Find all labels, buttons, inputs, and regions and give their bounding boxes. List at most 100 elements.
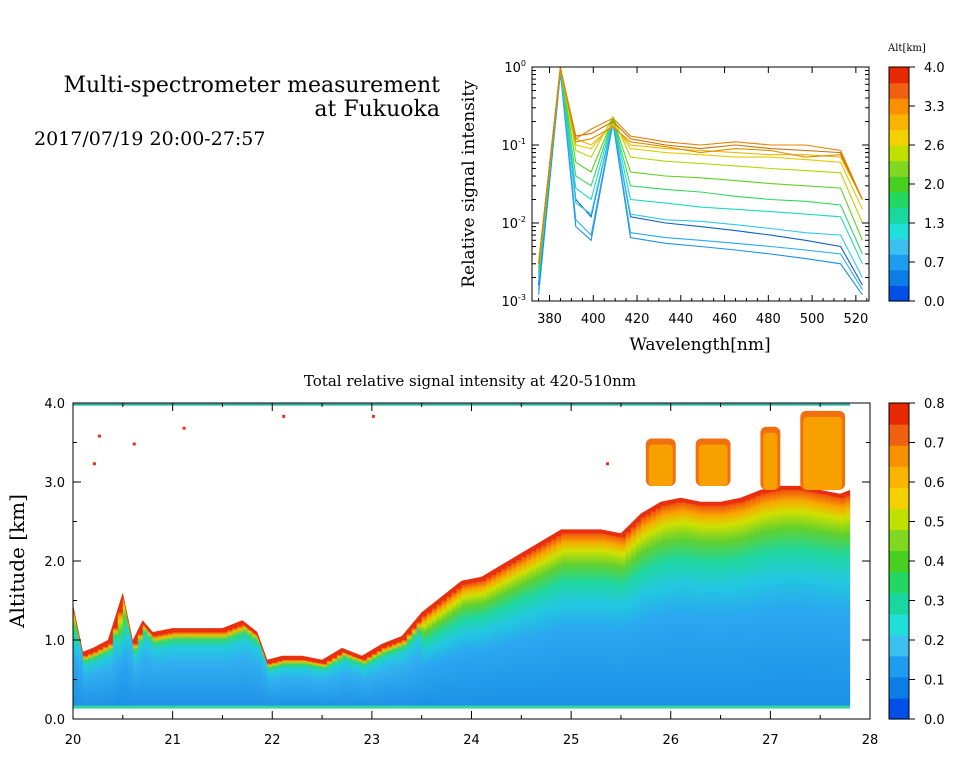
spectrum-series-line: [539, 71, 863, 289]
heatmap-y-tick-label: 0.0: [44, 713, 65, 728]
signal-column: [795, 490, 801, 707]
signal-column: [516, 560, 522, 707]
signal-column: [402, 640, 408, 707]
signal-column: [312, 662, 318, 707]
signal-column: [153, 636, 159, 707]
signal-column: [596, 533, 602, 707]
signal-column: [706, 506, 712, 707]
intensity-colorbar-blocks: [889, 403, 909, 720]
signal-column: [307, 661, 313, 707]
intensity-heatmap: Total relative signal intensity at 420-5…: [5, 372, 878, 748]
signal-column: [477, 582, 483, 707]
signal-column: [736, 503, 742, 707]
signal-column: [347, 654, 353, 707]
altitude-colorbar-block: [889, 223, 909, 239]
signal-column: [148, 630, 154, 707]
spectrum-x-ticks: 380 400 420 440 460 480 500 520: [537, 67, 868, 327]
signal-column: [716, 506, 722, 707]
noise-dot: [133, 443, 136, 446]
heatmap-x-tick-label: 25: [563, 733, 580, 748]
signal-column: [581, 533, 587, 707]
signal-column: [277, 661, 283, 707]
spectrum-y-ticks: 10-310-210-1100: [501, 59, 869, 310]
signal-column: [656, 509, 662, 708]
intensity-colorbar-tick-label: 0.0: [924, 713, 945, 728]
altitude-colorbar-tick-label: 2.0: [924, 178, 945, 193]
intensity-colorbar: 0.00.10.20.30.40.50.60.70.8: [889, 397, 945, 728]
spectrum-series-line: [539, 68, 863, 264]
spectrum-chart: 380 400 420 440 460 480 500 520 10-310-210-1100…: [459, 59, 869, 355]
intensity-colorbar-block: [889, 572, 909, 594]
heatmap-y-tick-label: 1.0: [44, 634, 65, 649]
signal-column: [571, 533, 577, 707]
intensity-colorbar-block: [889, 403, 909, 425]
upper-cloud-core: [699, 445, 728, 486]
signal-column: [198, 632, 204, 707]
altitude-colorbar-tick-label: 3.3: [924, 100, 945, 115]
signal-column: [701, 506, 707, 707]
signal-column: [606, 534, 612, 707]
intensity-colorbar-tick-label: 0.3: [924, 595, 945, 610]
intensity-colorbar-block: [889, 466, 909, 488]
signal-column: [726, 505, 732, 707]
figure-canvas: 380 400 420 440 460 480 500 520 10-310-210-1100…: [0, 0, 960, 770]
signal-column: [696, 505, 702, 707]
signal-column: [721, 506, 727, 708]
signal-column: [472, 583, 478, 707]
signal-column: [213, 632, 219, 707]
signal-column: [452, 593, 458, 708]
signal-column: [173, 632, 179, 707]
intensity-colorbar-block: [889, 550, 909, 572]
signal-column: [790, 490, 796, 707]
intensity-colorbar-tick-label: 0.8: [924, 397, 945, 412]
signal-column: [322, 664, 328, 708]
signal-column: [442, 601, 448, 708]
signal-column: [551, 539, 557, 707]
signal-column: [496, 572, 502, 707]
intensity-colorbar-block: [889, 487, 909, 509]
signal-column: [382, 648, 388, 707]
signal-column: [392, 644, 398, 707]
signal-column: [511, 563, 517, 707]
signal-column: [242, 624, 248, 707]
altitude-colorbar-block: [889, 83, 909, 99]
signal-column: [820, 494, 826, 707]
altitude-colorbar-block: [889, 254, 909, 270]
signal-column: [138, 634, 144, 707]
signal-columns: [73, 490, 851, 707]
signal-column: [108, 644, 114, 707]
altitude-colorbar-block: [889, 98, 909, 114]
signal-column: [785, 490, 791, 707]
signal-column: [676, 503, 682, 707]
altitude-colorbar-title: Alt[km]: [887, 43, 926, 54]
signal-column: [98, 649, 104, 707]
altitude-colorbar-tick-label: 4.0: [924, 61, 945, 76]
spectrum-x-tick-label: 440: [668, 312, 693, 327]
signal-column: [317, 663, 323, 707]
noise-dot: [98, 435, 101, 438]
signal-column: [227, 630, 233, 707]
intensity-colorbar-block: [889, 635, 909, 657]
signal-column: [467, 584, 473, 707]
altitude-colorbar-tick-label: 0.7: [924, 256, 945, 271]
signal-column: [297, 660, 303, 707]
altitude-colorbar-block: [889, 207, 909, 223]
signal-column: [83, 656, 89, 707]
signal-column: [208, 632, 214, 707]
signal-column: [631, 527, 637, 707]
signal-column: [437, 604, 443, 707]
altitude-colorbar-block: [889, 129, 909, 145]
signal-column: [252, 632, 258, 707]
signal-column: [741, 502, 747, 707]
signal-column: [691, 504, 697, 707]
signal-column: [780, 490, 786, 707]
signal-column: [566, 533, 572, 707]
altitude-colorbar-tick-label: 1.3: [924, 217, 945, 232]
signal-column: [427, 612, 433, 707]
intensity-colorbar-block: [889, 593, 909, 615]
signal-column: [845, 496, 851, 707]
signal-column: [412, 628, 418, 707]
signal-column: [417, 622, 423, 707]
signal-column: [327, 661, 333, 707]
altitude-colorbar-tick-label: 2.6: [924, 139, 945, 154]
